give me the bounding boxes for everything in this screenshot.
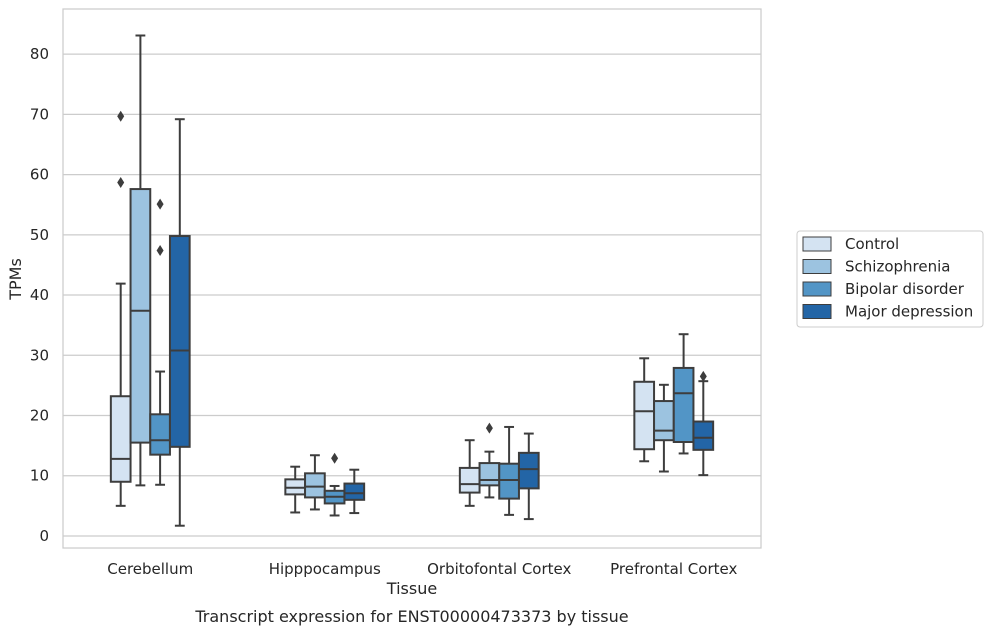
- legend-swatch: [802, 281, 832, 297]
- outlier-point: [485, 422, 493, 434]
- legend-label: Control: [845, 235, 899, 253]
- box-iqr: [109, 395, 132, 483]
- box-group: [343, 468, 366, 515]
- y-tick-label: 30: [30, 346, 49, 364]
- legend: Control Schizophrenia Bipolar disorder Majo…: [796, 230, 984, 328]
- box-iqr: [304, 472, 326, 499]
- box-iqr: [149, 413, 171, 456]
- box-group: [517, 432, 540, 521]
- box-group: [633, 357, 656, 463]
- y-tick-label: 20: [30, 407, 49, 425]
- box-iqr: [129, 188, 152, 444]
- outlier-point: [117, 176, 125, 188]
- box-iqr: [653, 400, 675, 442]
- box-group: [168, 118, 191, 527]
- box-iqr: [517, 451, 540, 490]
- outlier-point: [156, 244, 164, 256]
- box-plots: [109, 34, 715, 527]
- box-group: [149, 198, 171, 486]
- box-group: [323, 452, 346, 517]
- box-iqr: [692, 420, 715, 451]
- y-tick-labels: 0 10 20 30 40 50 60 70 80: [30, 45, 49, 545]
- box-iqr: [498, 462, 520, 500]
- plot-frame: [62, 8, 762, 549]
- box-group: [692, 370, 715, 477]
- box-group: [672, 333, 695, 455]
- legend-label: Major depression: [845, 303, 973, 321]
- chart-title: Transcript expression for ENST0000047337…: [194, 607, 628, 626]
- box-group: [478, 422, 501, 499]
- y-tick-label: 10: [30, 467, 49, 485]
- box-iqr: [343, 482, 366, 501]
- box-group: [109, 110, 132, 507]
- box-group: [653, 383, 675, 473]
- legend-label: Schizophrenia: [845, 258, 950, 276]
- box-group: [129, 34, 152, 487]
- y-tick-label: 0: [39, 527, 49, 545]
- legend-frame: [796, 230, 984, 328]
- box-group: [304, 454, 326, 511]
- box-iqr: [458, 466, 481, 494]
- legend-label: Bipolar disorder: [845, 280, 965, 298]
- y-tick-label: 60: [30, 166, 49, 184]
- box-iqr: [168, 235, 191, 448]
- box-iqr: [633, 380, 656, 451]
- y-axis-label: TPMs: [6, 258, 25, 301]
- outlier-point: [156, 198, 164, 210]
- outlier-point: [117, 110, 125, 122]
- gridlines: [63, 53, 761, 537]
- box-iqr: [478, 462, 501, 487]
- box-iqr: [672, 366, 695, 444]
- y-tick-label: 80: [30, 45, 49, 63]
- x-axis-label: Tissue: [386, 579, 437, 598]
- box-group: [284, 465, 307, 514]
- y-tick-label: 50: [30, 226, 49, 244]
- outlier-point: [331, 452, 339, 464]
- box-group: [458, 439, 481, 507]
- x-tick-label: Prefrontal Cortex: [610, 560, 737, 578]
- box-group: [498, 425, 520, 516]
- legend-swatch: [802, 236, 832, 252]
- x-tick-label: Orbitofontal Cortex: [427, 560, 571, 578]
- legend-swatch: [802, 304, 832, 319]
- y-tick-label: 70: [30, 105, 49, 123]
- legend-swatch: [802, 259, 832, 274]
- y-tick-label: 40: [30, 286, 49, 304]
- x-tick-labels: Cerebellum Hipppocampus Orbitofontal Corte…: [107, 560, 737, 578]
- x-tick-label: Hipppocampus: [269, 560, 381, 578]
- x-tick-label: Cerebellum: [107, 560, 193, 578]
- outlier-point: [699, 370, 707, 382]
